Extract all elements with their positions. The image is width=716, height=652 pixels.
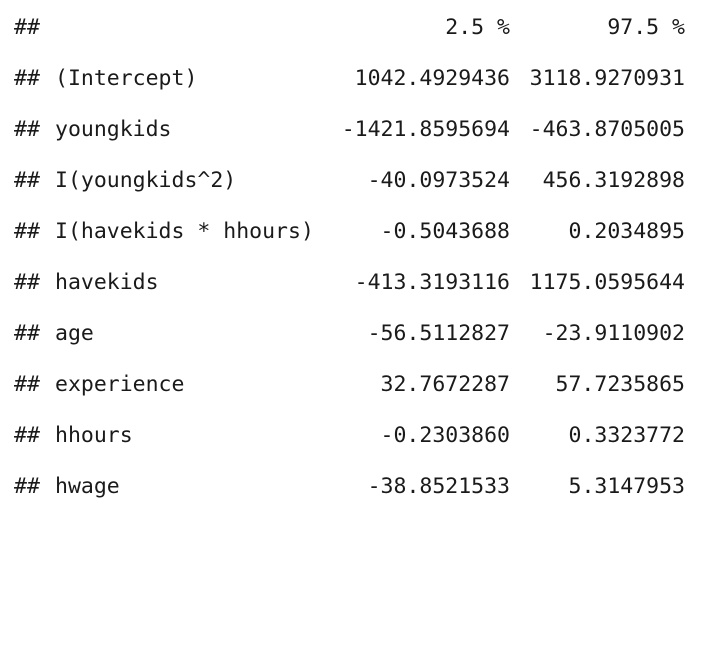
header-upper-bound: 97.5 %	[607, 15, 685, 40]
header-row: ## 2.5 % 97.5 %	[0, 13, 716, 43]
term-name: hhours	[55, 423, 133, 448]
console-output: ## 2.5 % 97.5 % ## (Intercept) 1042.4929…	[0, 13, 716, 502]
term-name: experience	[55, 372, 185, 397]
table-row: ## age -56.5112827 -23.9110902	[0, 319, 716, 349]
term-name: (Intercept)	[55, 66, 198, 91]
term-name: I(youngkids^2)	[55, 168, 237, 193]
upper-bound-value: 5.3147953	[568, 474, 686, 499]
table-row: ## I(havekids * hhours) -0.5043688 0.203…	[0, 217, 716, 247]
term-name: I(havekids * hhours)	[55, 219, 314, 244]
table-row: ## I(youngkids^2) -40.0973524 456.319289…	[0, 166, 716, 196]
table-row: ## youngkids -1421.8595694 -463.8705005	[0, 115, 716, 145]
table-row: ## hhours -0.2303860 0.3323772	[0, 421, 716, 451]
term-name: havekids	[55, 270, 159, 295]
header-lower-bound: 2.5 %	[445, 15, 510, 40]
upper-bound-value: 1175.0595644	[529, 270, 685, 295]
upper-bound-value: 3118.9270931	[529, 66, 685, 91]
lower-bound-value: -38.8521533	[367, 474, 510, 499]
table-row: ## hwage -38.8521533 5.3147953	[0, 472, 716, 502]
prompt-prefix: ##	[14, 321, 40, 346]
prompt-prefix: ##	[14, 474, 40, 499]
lower-bound-value: -40.0973524	[367, 168, 510, 193]
lower-bound-value: 32.7672287	[380, 372, 510, 397]
table-row: ## experience 32.7672287 57.7235865	[0, 370, 716, 400]
prompt-prefix: ##	[14, 168, 40, 193]
prompt-prefix: ##	[14, 66, 40, 91]
upper-bound-value: 57.7235865	[555, 372, 685, 397]
lower-bound-value: -1421.8595694	[341, 117, 510, 142]
term-name: hwage	[55, 474, 120, 499]
term-name: youngkids	[55, 117, 172, 142]
prompt-prefix: ##	[14, 372, 40, 397]
upper-bound-value: 0.3323772	[568, 423, 686, 448]
prompt-prefix: ##	[14, 270, 40, 295]
upper-bound-value: -23.9110902	[542, 321, 685, 346]
prompt-prefix: ##	[14, 15, 40, 40]
table-row: ## (Intercept) 1042.4929436 3118.9270931	[0, 64, 716, 94]
lower-bound-value: -56.5112827	[367, 321, 510, 346]
lower-bound-value: -0.5043688	[380, 219, 510, 244]
lower-bound-value: -413.3193116	[354, 270, 510, 295]
table-row: ## havekids -413.3193116 1175.0595644	[0, 268, 716, 298]
prompt-prefix: ##	[14, 423, 40, 448]
prompt-prefix: ##	[14, 219, 40, 244]
prompt-prefix: ##	[14, 117, 40, 142]
upper-bound-value: 0.2034895	[568, 219, 686, 244]
lower-bound-value: 1042.4929436	[354, 66, 510, 91]
upper-bound-value: -463.8705005	[529, 117, 685, 142]
lower-bound-value: -0.2303860	[380, 423, 510, 448]
term-name: age	[55, 321, 94, 346]
upper-bound-value: 456.3192898	[542, 168, 685, 193]
